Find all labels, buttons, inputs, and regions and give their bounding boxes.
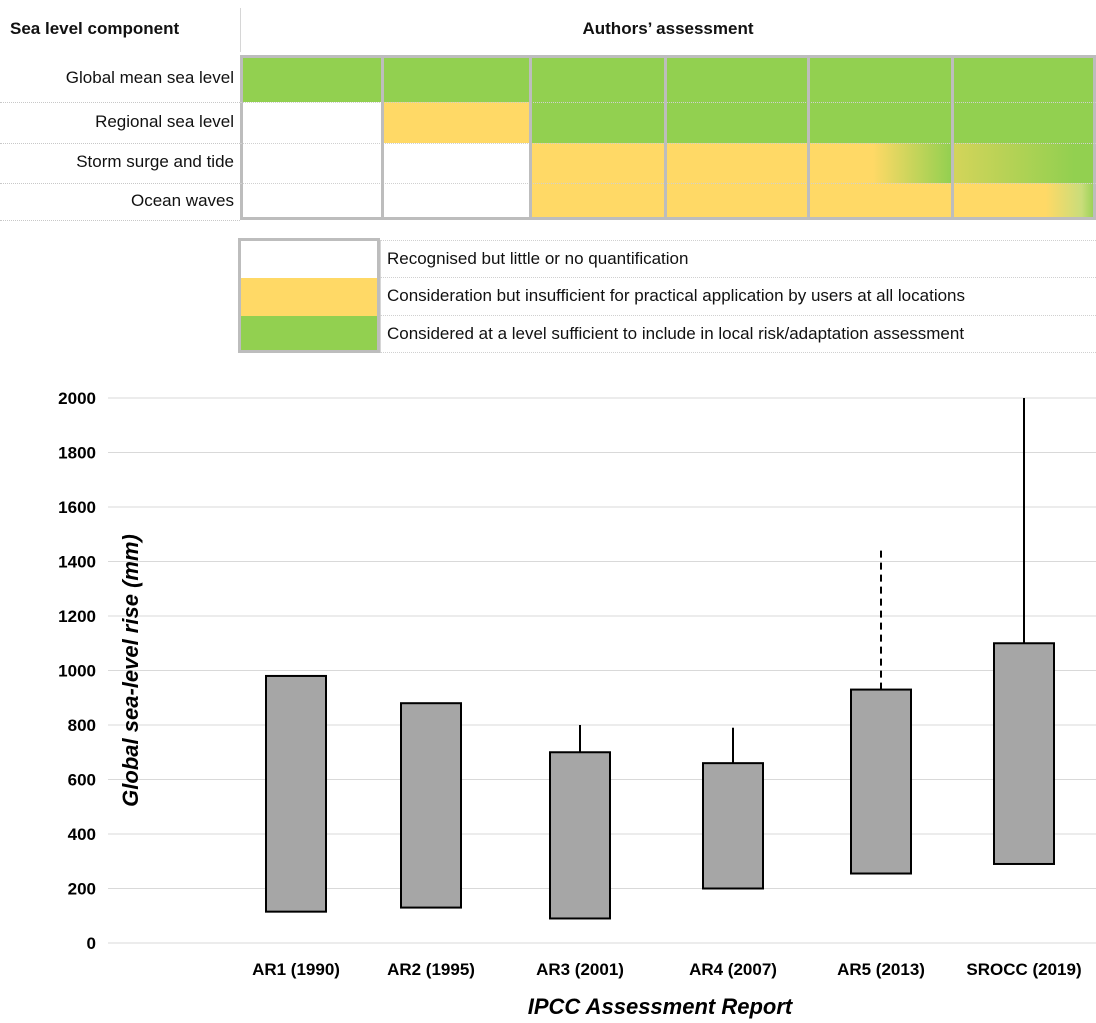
y-axis-label: Global sea-level rise (mm) — [118, 534, 143, 807]
header-divider — [240, 8, 241, 52]
assessment-cell — [382, 143, 530, 183]
legend-label: Recognised but little or no quantificati… — [387, 249, 689, 268]
y-tick-label: 0 — [87, 934, 96, 953]
range-bar — [702, 762, 764, 890]
sea-level-rise-chart: 0 200 400 600 800 1000 1200 1400 1600 1800 2000 AR… — [58, 389, 1096, 1019]
range-bar — [993, 642, 1055, 865]
row-label: Ocean waves — [131, 190, 234, 210]
assessment-cell — [808, 183, 952, 220]
column-separator — [807, 55, 810, 220]
column-separator — [529, 55, 532, 220]
x-tick-label: AR5 (2013) — [837, 960, 925, 979]
legend-row-line — [380, 277, 1096, 278]
x-tick-label: AR2 (1995) — [387, 960, 475, 979]
column-separator — [381, 55, 384, 220]
header-sea-level-component: Sea level component — [10, 19, 180, 38]
assessment-cell — [952, 183, 1096, 220]
assessment-cell — [382, 183, 530, 220]
assessment-cell — [665, 183, 808, 220]
row-guide-line — [0, 220, 240, 221]
row-guide-line — [0, 143, 240, 144]
assessment-cell — [240, 102, 382, 143]
y-tick-label: 200 — [68, 880, 96, 899]
assessment-cell — [665, 143, 808, 183]
row-separator — [240, 183, 1096, 184]
assessment-cell — [530, 55, 665, 102]
x-tick-label: AR1 (1990) — [252, 960, 340, 979]
x-axis-tick-labels: AR1 (1990) AR2 (1995) AR3 (2001) AR4 (2007)… — [252, 960, 1082, 979]
assessment-cell — [530, 143, 665, 183]
assessment-cell — [952, 143, 1096, 183]
y-tick-label: 1600 — [58, 498, 96, 517]
legend-divider — [380, 240, 381, 352]
y-tick-label: 1800 — [58, 444, 96, 463]
range-bar — [265, 674, 327, 913]
row-guide-line — [0, 102, 240, 103]
y-tick-label: 800 — [68, 716, 96, 735]
x-tick-label: AR3 (2001) — [536, 960, 624, 979]
header-authors-assessment: Authors’ assessment — [582, 19, 754, 38]
legend-swatch-green — [241, 316, 377, 350]
legend-row-line — [380, 240, 1096, 241]
legend-swatch-yellow — [241, 278, 377, 316]
legend-swatch-white — [241, 241, 377, 278]
assessment-cell — [530, 102, 665, 143]
assessment-cell — [382, 55, 530, 102]
assessment-cell — [808, 55, 952, 102]
row-guide-line — [0, 183, 240, 184]
assessment-cell — [952, 55, 1096, 102]
range-bar — [850, 688, 912, 875]
legend-label: Considered at a level sufficient to incl… — [387, 324, 965, 343]
row-separator — [240, 102, 1096, 103]
y-tick-label: 2000 — [58, 389, 96, 408]
y-tick-label: 600 — [68, 771, 96, 790]
range-bar — [549, 751, 611, 920]
assessment-cell — [382, 102, 530, 143]
assessment-grid — [240, 55, 1096, 220]
range-bar — [400, 702, 462, 909]
assessment-cell — [665, 55, 808, 102]
assessment-cell — [530, 183, 665, 220]
row-label: Storm surge and tide — [76, 152, 234, 171]
assessment-cell — [240, 143, 382, 183]
y-tick-label: 400 — [68, 825, 96, 844]
chart-bars — [265, 398, 1055, 920]
x-tick-label: AR4 (2007) — [689, 960, 777, 979]
row-label: Regional sea level — [95, 111, 234, 131]
row-separator — [240, 143, 1096, 144]
assessment-cell — [240, 55, 382, 102]
y-tick-label: 1400 — [58, 553, 96, 572]
y-axis-tick-labels: 0 200 400 600 800 1000 1200 1400 1600 1800 2000 — [58, 389, 96, 953]
x-axis-label: IPCC Assessment Report — [528, 994, 794, 1019]
y-tick-label: 1200 — [58, 607, 96, 626]
y-tick-label: 1000 — [58, 662, 96, 681]
assessment-cell — [808, 102, 952, 143]
legend-swatches — [238, 238, 380, 353]
assessment-cell — [240, 183, 382, 220]
legend-row-line — [380, 315, 1096, 316]
assessment-cell — [952, 102, 1096, 143]
legend-row-line — [380, 352, 1096, 353]
assessment-cell — [808, 143, 952, 183]
x-tick-label: SROCC (2019) — [966, 960, 1081, 979]
legend-label: Consideration but insufficient for pract… — [387, 286, 965, 305]
column-separator — [664, 55, 667, 220]
assessment-cell — [665, 102, 808, 143]
column-separator — [951, 55, 954, 220]
row-label: Global mean sea level — [65, 67, 234, 87]
